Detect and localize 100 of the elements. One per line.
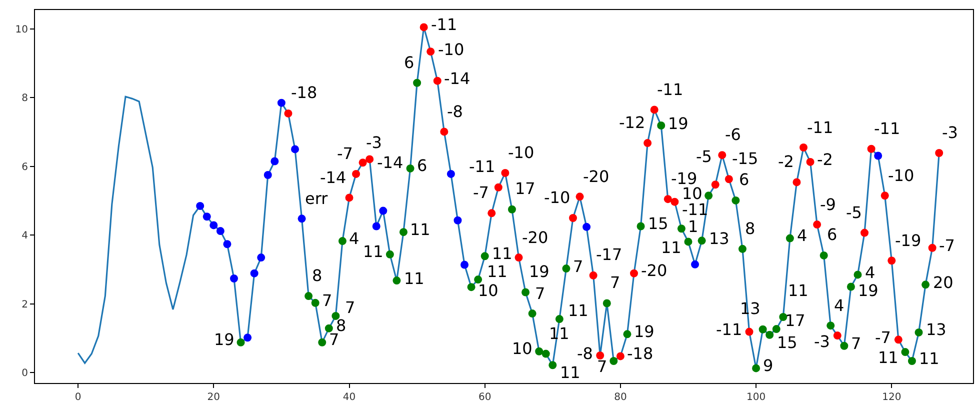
point [610,357,618,365]
point [698,236,706,245]
annotation: 7 [322,291,332,310]
point [446,170,455,178]
x-tick-label: 120 [882,392,902,403]
point [806,158,814,166]
point [236,338,245,346]
annotation: -19 [895,231,922,250]
annotation: 7 [597,357,608,376]
point [358,158,367,167]
annotation: 6 [417,156,428,175]
annotation: 4 [349,229,360,248]
annotation: 4 [865,263,876,282]
point [691,260,700,268]
y-tick-label: 4 [22,230,28,242]
point [914,328,923,336]
point [880,192,889,200]
point [833,332,842,340]
annotation: 17 [785,311,806,330]
annotation: -11 [874,119,900,138]
annotation: -20 [641,261,668,280]
point [399,228,408,236]
point [732,196,740,204]
annotation: 6 [739,170,750,189]
point [304,292,313,300]
point [223,240,232,248]
point [386,250,394,258]
point [426,48,435,56]
point [230,274,238,282]
point [636,222,645,230]
point [813,220,822,229]
annotation: -2 [778,152,794,171]
point [542,350,550,358]
annotation: 19 [529,262,550,281]
point [874,152,882,160]
annotation: 7 [535,284,546,303]
annotation: 11 [560,363,580,382]
point [650,106,658,114]
point [277,98,286,107]
point [257,254,266,262]
point [555,315,564,324]
point [854,270,862,279]
point [501,168,510,177]
annotation: -10 [438,40,464,59]
annotation: -3 [814,332,830,351]
point [244,334,252,342]
annotation: 11 [788,281,808,300]
annotation: 8 [312,266,322,285]
annotation: -11 [657,80,684,99]
x-tick-label: 80 [614,392,627,403]
point [454,216,462,224]
annotation: 11 [492,244,512,263]
point [820,251,828,260]
point [392,276,401,285]
annotation: -11 [431,15,458,34]
point [860,228,869,237]
point [738,244,746,253]
annotation: -5 [846,203,862,222]
annotation: -20 [522,228,548,247]
annotation: -8 [577,344,593,363]
point [548,361,557,370]
point [474,276,482,284]
annotation: -3 [942,123,958,142]
annotation: 11 [404,269,424,288]
point [684,238,692,246]
point [928,244,936,252]
annotation: 8 [745,219,756,238]
point [372,222,380,230]
annotation: 15 [648,214,668,233]
point [704,192,713,200]
x-tick-label: 100 [746,392,766,403]
point [752,364,760,372]
annotation: 11 [410,220,430,239]
point [644,139,652,148]
point [894,336,902,344]
annotation: 7 [573,257,584,276]
annotation: 1 [688,217,698,236]
annotation: -7 [875,328,891,347]
annotation: -10 [544,188,570,207]
point [433,76,442,85]
point [332,312,340,320]
point [901,348,910,356]
annotation: 11 [363,242,384,261]
annotation: 15 [777,333,798,352]
annotation: -14 [320,168,346,187]
point [677,224,686,233]
annotation: 19 [668,114,688,133]
point [657,122,666,130]
point [766,330,774,339]
point [800,144,808,152]
point [922,280,930,289]
annotation: -17 [596,245,622,264]
annotation: -6 [725,125,741,144]
point [786,234,794,242]
annotation: 10 [478,281,498,300]
point [840,342,848,350]
point [596,352,604,360]
point [664,195,672,204]
x-tick-label: 40 [342,392,356,403]
point [623,330,632,338]
